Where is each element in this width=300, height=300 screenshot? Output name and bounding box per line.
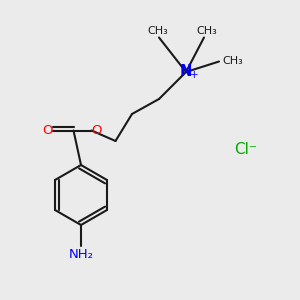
Text: NH₂: NH₂ [68,248,94,261]
Text: CH₃: CH₃ [222,56,243,66]
Text: +: + [190,70,199,80]
Text: O: O [42,124,52,137]
Text: CH₃: CH₃ [196,26,218,36]
Text: CH₃: CH₃ [147,26,168,36]
Text: N: N [180,64,192,80]
Text: Cl⁻: Cl⁻ [235,142,257,158]
Text: O: O [92,124,102,137]
